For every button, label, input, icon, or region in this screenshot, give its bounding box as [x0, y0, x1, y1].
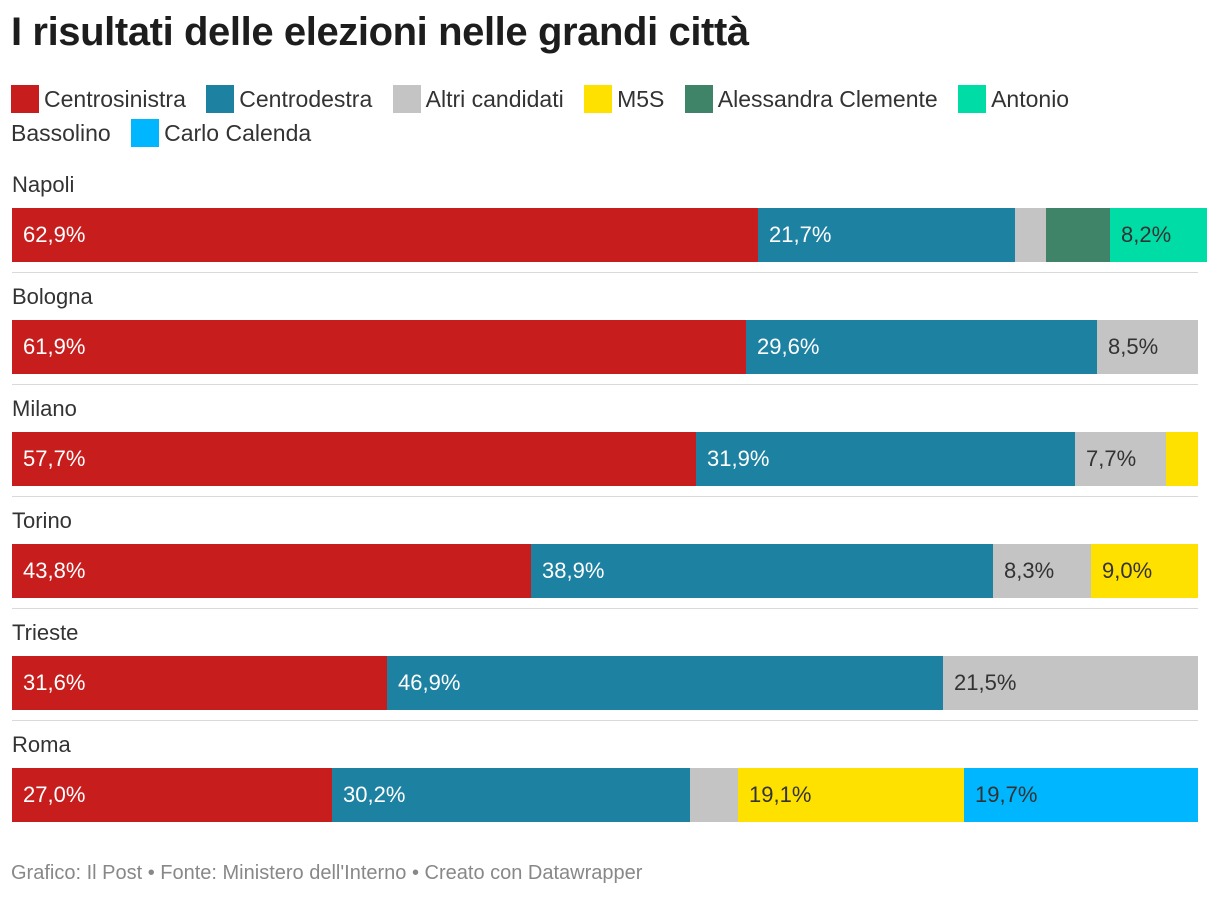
city-label-milano: Milano	[12, 396, 77, 421]
city-label-trieste: Trieste	[12, 620, 79, 645]
chart-footer: Grafico: Il Post • Fonte: Ministero dell…	[11, 862, 643, 884]
bar-segment-altri-candidati: 8,3%	[993, 544, 1091, 598]
city-label-bologna: Bologna	[12, 284, 93, 309]
legend-item-m5s: M5S	[584, 85, 665, 113]
bar-row-napoli: 62,9% 21,7% 8,2%	[12, 208, 1207, 262]
legend-item-centrodestra: Centrodestra	[206, 85, 373, 113]
bar-segment-centrodestra: 38,9%	[531, 544, 993, 598]
bar-segment-centrosinistra: 62,9%	[12, 208, 758, 262]
bar-row-roma: 27,0% 30,2% 19,1% 19,7%	[12, 768, 1198, 822]
legend-swatch	[392, 85, 421, 113]
legend-label: Altri candidati	[425, 86, 564, 112]
bar-segment-centrosinistra: 61,9%	[12, 320, 746, 374]
bar-segment-centrodestra: 46,9%	[387, 656, 943, 710]
bar-segment-altri-candidati	[1015, 208, 1046, 262]
legend-label: Centrodestra	[239, 86, 373, 112]
legend-swatch	[684, 85, 713, 113]
legend-swatch	[131, 119, 160, 147]
legend-label: M5S	[617, 86, 665, 112]
bar-segment-m5s	[1166, 432, 1198, 486]
bar-row-milano: 57,7% 31,9% 7,7%	[12, 432, 1198, 486]
legend-item-antonio-bassolino: Antonio Bassolino	[11, 85, 1070, 146]
bar-segment-centrodestra: 21,7%	[758, 208, 1015, 262]
bar-row-trieste: 31,6% 46,9% 21,5%	[12, 656, 1198, 710]
legend-item-alessandra-clemente: Alessandra Clemente	[684, 85, 938, 113]
bar-segment-centrosinistra: 27,0%	[12, 768, 332, 822]
bar-segment-altri-candidati: 7,7%	[1075, 432, 1166, 486]
legend-swatch	[958, 85, 987, 113]
bar-row-bologna: 61,9% 29,6% 8,5%	[12, 320, 1198, 374]
bar-segment-centrodestra: 30,2%	[332, 768, 690, 822]
bar-segment-centrosinistra: 31,6%	[12, 656, 387, 710]
city-label-roma: Roma	[12, 732, 71, 757]
bar-segment-altri-candidati	[690, 768, 738, 822]
bar-segment-centrosinistra: 57,7%	[12, 432, 696, 486]
legend-label: Antonio Bassolino	[11, 86, 1070, 146]
chart-title: I risultati delle elezioni nelle grandi …	[11, 10, 749, 54]
legend-label: Centrosinistra	[44, 86, 186, 112]
legend-label: Alessandra Clemente	[717, 86, 938, 112]
bar-segment-m5s: 9,0%	[1091, 544, 1198, 598]
bar-segment-centrodestra: 31,9%	[696, 432, 1075, 486]
legend-swatch	[206, 85, 235, 113]
city-label-napoli: Napoli	[12, 172, 75, 197]
row-divider	[12, 720, 1198, 721]
row-divider	[12, 384, 1198, 385]
legend-label: Carlo Calenda	[164, 120, 312, 146]
bar-segment-antonio-bassolino: 8,2%	[1110, 208, 1207, 262]
city-label-torino: Torino	[12, 508, 72, 533]
row-divider	[12, 496, 1198, 497]
legend-swatch	[584, 85, 613, 113]
legend-swatch	[11, 85, 39, 113]
bar-segment-centrosinistra: 43,8%	[12, 544, 531, 598]
row-divider	[12, 608, 1198, 609]
bar-row-torino: 43,8% 38,9% 8,3% 9,0%	[12, 544, 1198, 598]
legend: Centrosinistra Centrodestra Altri candid…	[11, 82, 1151, 150]
bar-segment-carlo-calenda: 19,7%	[964, 768, 1198, 822]
bar-segment-altri-candidati: 8,5%	[1097, 320, 1198, 374]
legend-item-centrosinistra: Centrosinistra	[11, 85, 186, 113]
row-divider	[12, 272, 1198, 273]
legend-item-carlo-calenda: Carlo Calenda	[131, 119, 312, 147]
bar-segment-m5s: 19,1%	[738, 768, 964, 822]
bar-segment-alessandra-clemente	[1046, 208, 1110, 262]
bar-segment-centrodestra: 29,6%	[746, 320, 1097, 374]
bar-segment-altri-candidati: 21,5%	[943, 656, 1198, 710]
legend-item-altri-candidati: Altri candidati	[392, 85, 564, 113]
